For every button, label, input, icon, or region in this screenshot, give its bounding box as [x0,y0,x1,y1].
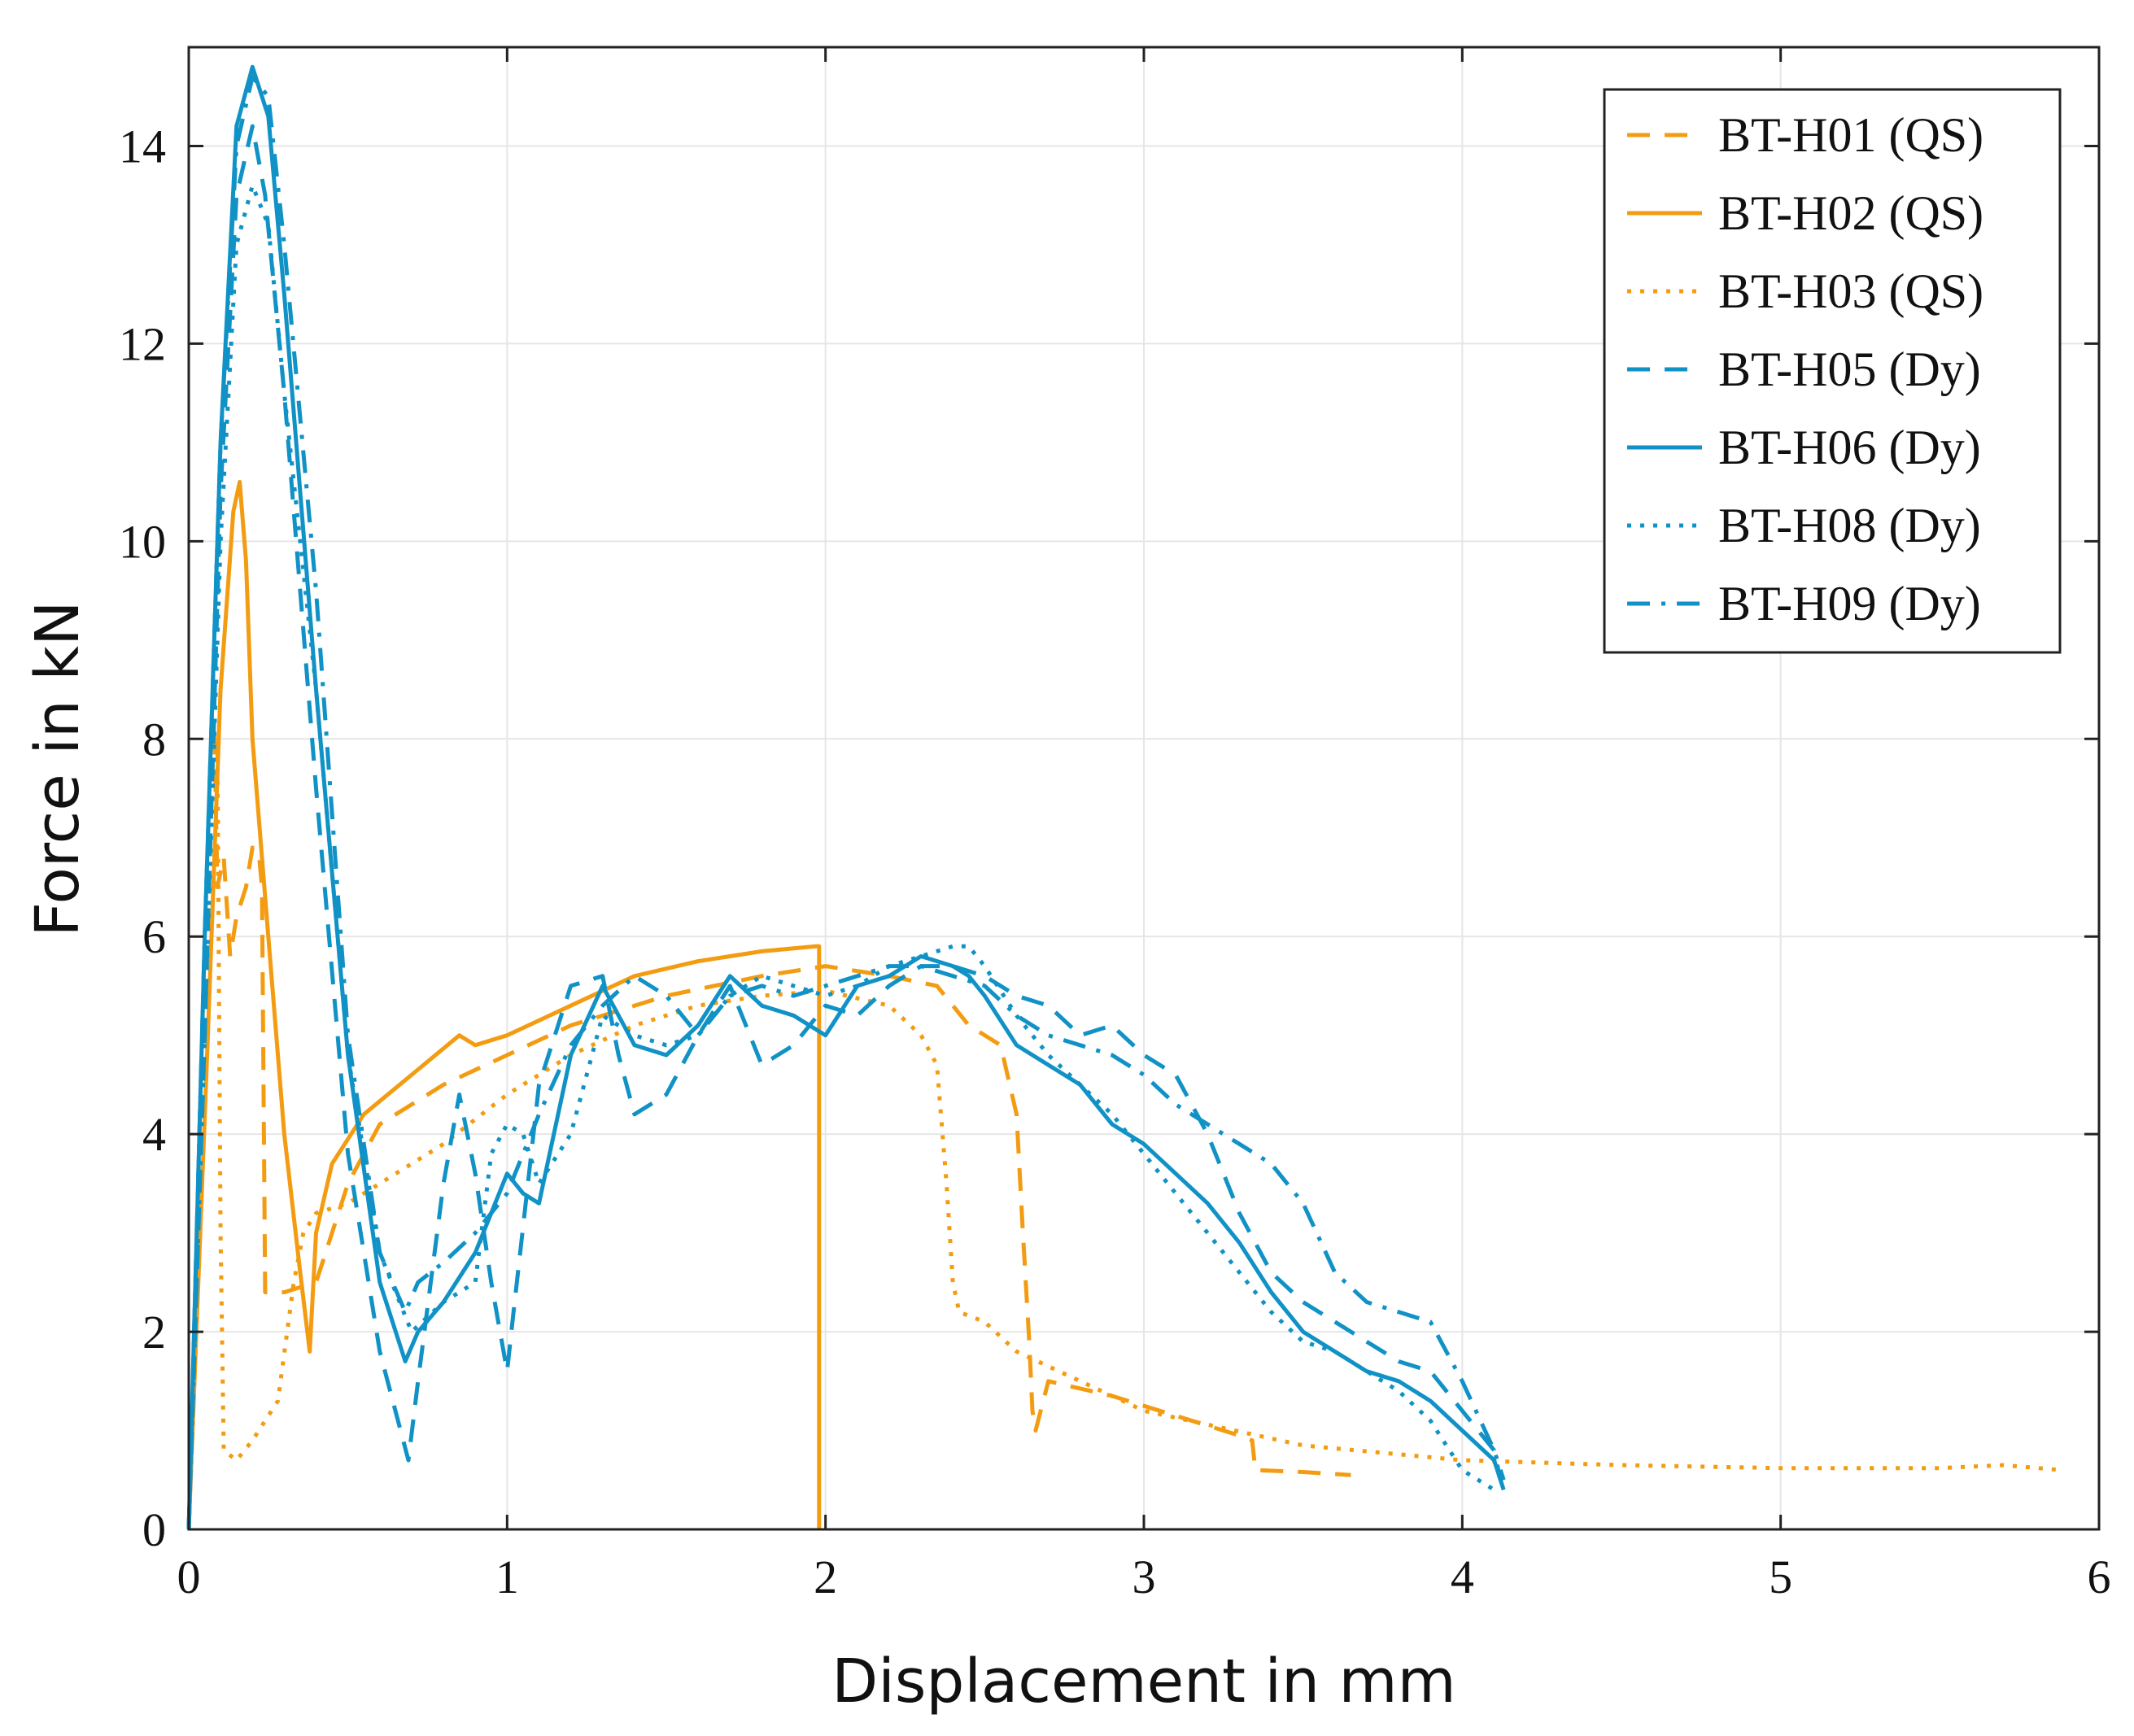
y-tick-label: 6 [142,910,166,963]
legend-label: BT-H05 (Dy) [1718,342,1981,396]
legend-label: BT-H06 (Dy) [1718,421,1981,474]
legend-label: BT-H01 (QS) [1718,108,1983,162]
legend-label: BT-H09 (Dy) [1718,577,1981,630]
legend-label: BT-H02 (QS) [1718,186,1983,240]
x-tick-label: 6 [2088,1551,2111,1603]
y-tick-label: 10 [119,515,166,568]
x-axis-title: Displacement in mm [831,1647,1455,1716]
y-tick-label: 2 [142,1306,166,1359]
y-tick-label: 8 [142,713,166,765]
y-tick-label: 14 [119,120,166,172]
y-tick-label: 12 [119,317,166,370]
series-line-bt-h09 [186,74,1506,1530]
series-line-bt-h06 [186,64,1506,1530]
series-line-bt-h05 [186,124,1503,1530]
legend-label: BT-H03 (QS) [1718,264,1983,318]
x-tick-label: 5 [1769,1551,1792,1603]
legend-label: BT-H08 (Dy) [1718,499,1981,552]
x-tick-label: 4 [1451,1551,1474,1603]
x-tick-label: 1 [495,1551,519,1603]
series-line-bt-h08 [186,183,1495,1530]
axis-ticks [187,47,2101,1531]
y-tick-label: 0 [142,1503,166,1556]
y-axis-title: Force in kN [23,601,93,937]
series-line-bt-h02 [186,480,822,1530]
legend: BT-H01 (QS) BT-H02 (QS) BT-H03 (QS) BT-H05 … [1603,88,2062,654]
series-line-bt-h01 [186,717,1351,1530]
x-tick-label: 2 [814,1551,837,1603]
series-layer [186,64,2062,1530]
x-tick-label: 3 [1132,1551,1156,1603]
x-tick-label: 0 [177,1551,201,1603]
series-line-bt-h03 [186,736,2062,1530]
y-tick-label: 4 [142,1108,166,1161]
